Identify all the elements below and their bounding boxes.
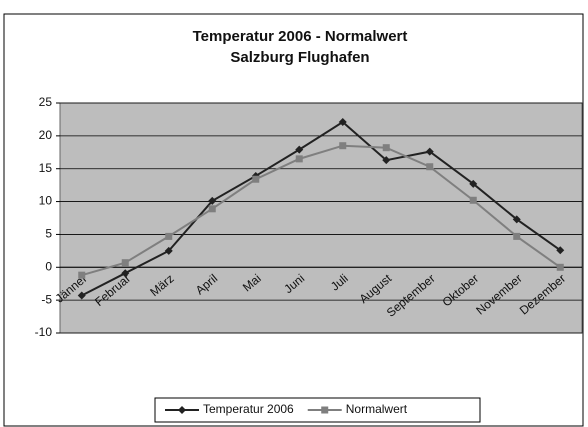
chart-title: Temperatur 2006 - Normalwert — [193, 28, 408, 45]
legend-marker — [178, 406, 186, 414]
point — [382, 156, 391, 165]
point — [78, 271, 86, 279]
y-tick-label: 20 — [39, 128, 53, 142]
y-tick-label: 0 — [45, 259, 52, 273]
y-tick-label: -10 — [35, 325, 53, 339]
point — [338, 118, 347, 127]
series-line — [81, 120, 561, 297]
legend-marker — [321, 406, 329, 414]
point — [165, 232, 173, 240]
point — [208, 205, 216, 213]
chart-subtitle: Salzburg Flughafen — [230, 49, 369, 66]
point — [469, 196, 477, 204]
point — [252, 175, 260, 183]
y-tick-label: 15 — [39, 161, 53, 175]
point — [295, 155, 303, 163]
point — [512, 215, 521, 224]
point — [382, 144, 390, 152]
point — [295, 145, 304, 154]
point — [556, 246, 565, 255]
point — [164, 246, 173, 255]
y-tick-label: 10 — [39, 194, 53, 208]
point — [77, 291, 86, 300]
legend-label: Normalwert — [346, 402, 408, 416]
point — [121, 259, 129, 267]
point — [469, 179, 478, 188]
point — [425, 147, 434, 156]
y-tick-label: 25 — [39, 95, 53, 109]
point — [208, 196, 217, 205]
point — [339, 142, 347, 150]
point — [426, 163, 434, 171]
y-tick-label: 5 — [45, 227, 52, 241]
point — [121, 269, 130, 278]
series-line — [81, 144, 561, 277]
y-tick-label: -5 — [41, 292, 52, 306]
point — [556, 263, 564, 271]
point — [513, 232, 521, 240]
legend-label: Temperatur 2006 — [203, 402, 294, 416]
